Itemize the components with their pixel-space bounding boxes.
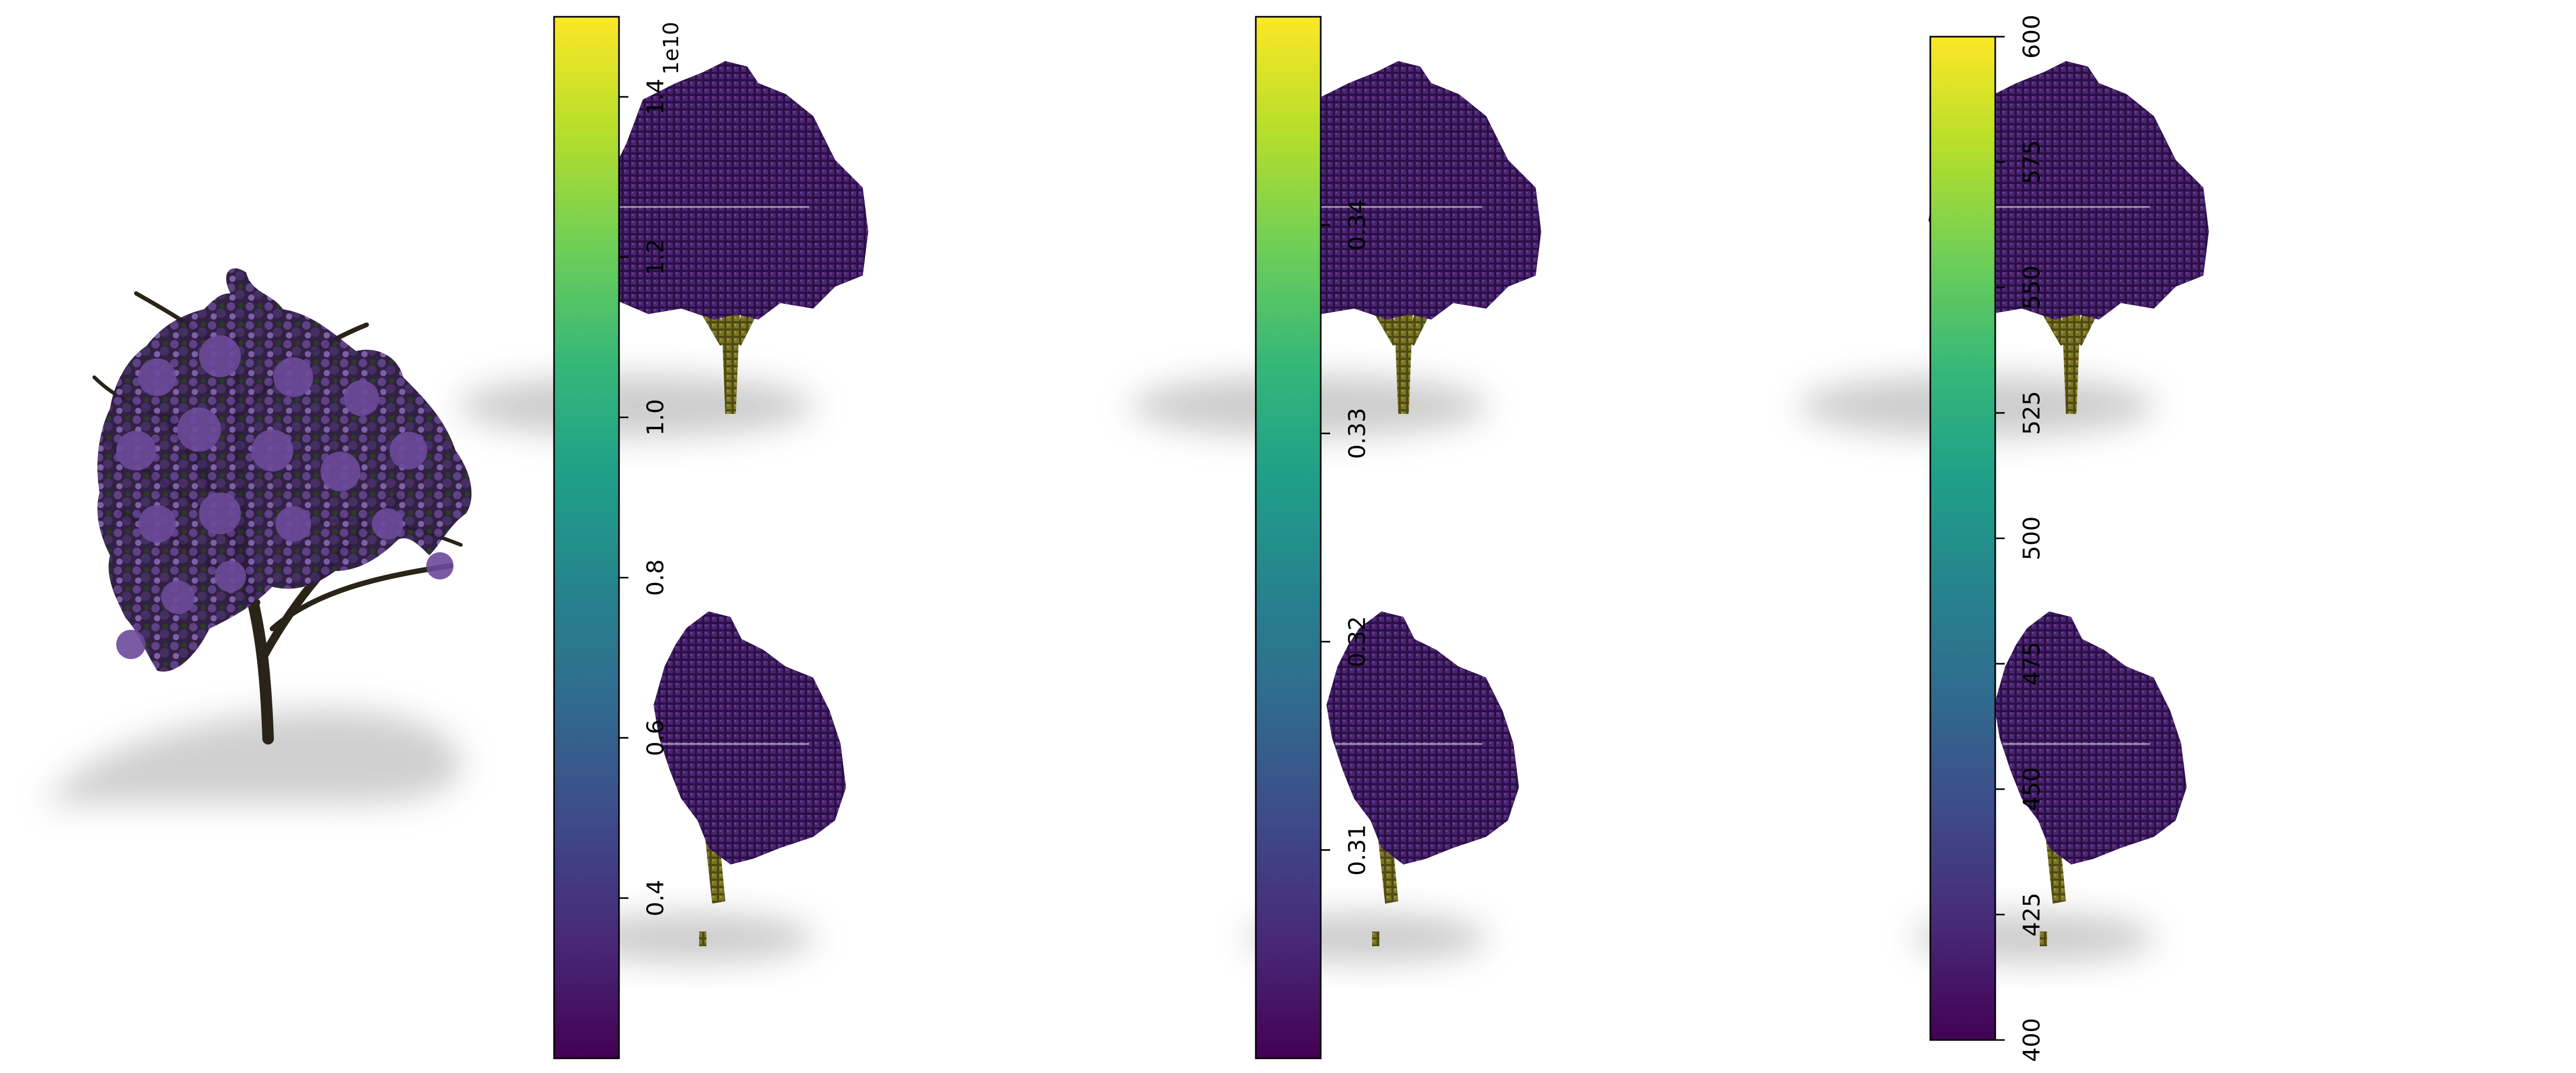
colorbar-gradient — [1256, 17, 1321, 1058]
colorbar-frame — [553, 16, 620, 1059]
colorbar-2: 0.31 0.32 0.33 0.34 — [1255, 16, 1371, 1059]
colorbar-tick-label: 425 — [2019, 893, 2046, 937]
colorbar-tick-label: 450 — [2019, 767, 2046, 811]
colorbar-tick-label: 0.31 — [1344, 824, 1371, 875]
colorbar-tick-label: 525 — [2019, 391, 2046, 435]
voxel-canopy — [1261, 61, 1541, 320]
colorbar-1: 0.4 0.6 0.8 1.0 1.2 1.4 1e10 — [553, 16, 683, 1059]
voxel-canopy — [1928, 61, 2209, 320]
colorbar-gradient — [1930, 37, 1995, 1040]
colorbar-tick-label: 500 — [2019, 517, 2046, 561]
colorbar-tick-label: 0.6 — [643, 719, 669, 756]
voxel-tree-top-2 — [1131, 61, 1541, 437]
colorbar-tick-label: 475 — [2019, 642, 2046, 686]
voxel-tree-bottom-1 — [573, 611, 846, 963]
voxel-shadow — [458, 375, 814, 437]
colorbar-tick-label: 0.34 — [1344, 200, 1371, 251]
colorbar-tick-label: 1.4 — [643, 79, 669, 115]
colorbar-tick-label: 400 — [2019, 1018, 2046, 1062]
colorbar-tick-label: 0.4 — [643, 880, 669, 916]
voxel-tree-top-3 — [1799, 61, 2209, 437]
colorbar-tick-label: 600 — [2019, 15, 2046, 59]
voxel-canopy — [588, 61, 868, 320]
colorbar-tick-label: 0.8 — [643, 559, 669, 596]
voxel-root — [2040, 932, 2047, 946]
voxel-shadow — [573, 913, 814, 963]
tree-shadow — [47, 709, 461, 804]
colorbar-tick-label: 0.33 — [1344, 408, 1371, 459]
tree-flower-clusters — [116, 335, 454, 659]
colorbar-tick-label: 550 — [2019, 266, 2046, 310]
tree-canopy — [97, 268, 472, 672]
colorbars: 0.4 0.6 0.8 1.0 1.2 1.4 1e10 0.31 0.32 0.33 0.34 40… — [553, 15, 2046, 1062]
colorbar-tick-label: 575 — [2019, 140, 2046, 184]
colorbar-tick-label: 1.2 — [643, 239, 669, 276]
voxel-canopy — [1326, 611, 1519, 864]
colorbar-tick-label: 0.32 — [1344, 616, 1371, 667]
colorbar-tick-label: 1.0 — [643, 399, 669, 436]
voxel-canopy — [654, 611, 846, 864]
voxel-root — [699, 932, 706, 946]
colorbar-frame — [1255, 16, 1322, 1059]
rendered-tree — [47, 268, 472, 804]
voxel-root — [1372, 932, 1379, 946]
voxel-tree-top-1 — [458, 61, 868, 437]
colorbar-gradient — [554, 17, 619, 1058]
colorbar-offset-label: 1e10 — [659, 22, 683, 75]
colorbar-3: 400 425 450 475 500 525 550 575 600 — [1929, 15, 2046, 1062]
voxel-canopy — [1994, 611, 2187, 864]
